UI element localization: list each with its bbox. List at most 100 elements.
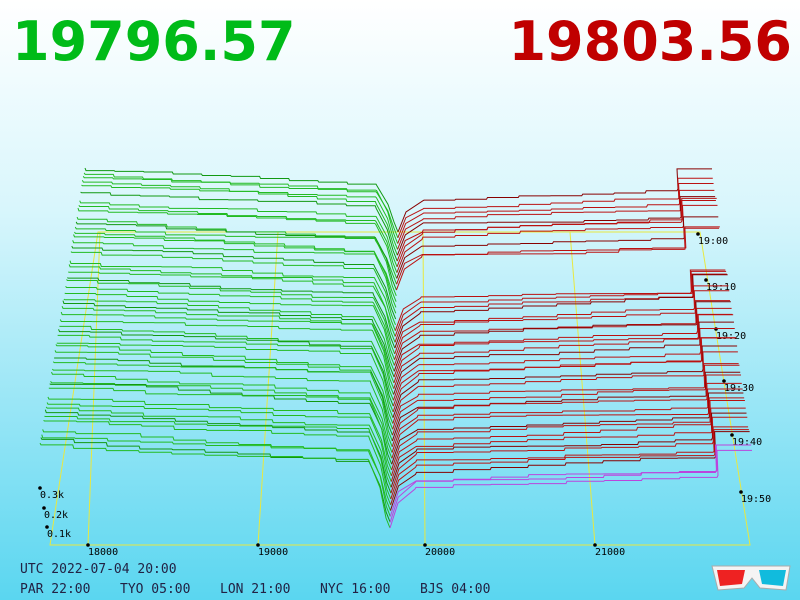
bid-curve (74, 226, 397, 297)
time-label: 19:50 (741, 494, 771, 505)
bid-curve (80, 191, 398, 262)
bid-curve (47, 396, 392, 476)
time-label: 19:20 (716, 331, 746, 342)
tick-dot (730, 433, 734, 437)
ask-curve (389, 449, 752, 529)
bid-curve (49, 383, 393, 465)
price-label: 18000 (88, 547, 118, 558)
ask-curve (394, 270, 727, 337)
bid-curve (78, 204, 398, 273)
bid-curve (58, 329, 394, 407)
bid-price: 19796.57 (12, 10, 296, 73)
bid-curve (70, 251, 396, 326)
utc-time: UTC 2022-07-04 20:00 (20, 562, 177, 577)
bid-curve (51, 368, 393, 447)
ask-curve (396, 197, 717, 268)
floor-edge (49, 231, 751, 546)
bid-curve (84, 167, 399, 233)
ask-curve (393, 307, 732, 378)
ask-curve (397, 168, 712, 233)
bid-curve (39, 442, 391, 529)
bid-curve (45, 406, 392, 488)
ask-curve (390, 426, 749, 500)
timezone: BJS 04:00 (420, 582, 490, 597)
bid-curve (60, 311, 395, 389)
bid-curve (63, 298, 395, 372)
bid-curve (48, 387, 393, 471)
price-grid-line (569, 231, 596, 546)
bid-curve (52, 361, 393, 442)
bid-curve (42, 429, 391, 511)
bid-curve (40, 437, 391, 523)
time-label: 19:40 (732, 437, 762, 448)
price-grid-line (257, 231, 279, 546)
bid-curve (67, 277, 396, 349)
bid-curve (54, 350, 394, 430)
price-grid-line (422, 231, 426, 546)
tick-dot (38, 486, 42, 490)
ask-curve (393, 301, 731, 372)
bid-curve (51, 371, 393, 453)
tick-dot (42, 506, 46, 510)
bid-curve (43, 420, 392, 505)
time-label: 19:30 (724, 383, 754, 394)
ask-curve (391, 374, 742, 447)
ask-curve (393, 313, 733, 384)
ask-curve (389, 431, 750, 511)
ask-curve (396, 196, 716, 256)
price-label: 19000 (258, 547, 288, 558)
3d-glasses[interactable] (711, 565, 791, 591)
ask-curve (394, 285, 729, 355)
tick-dot (86, 543, 90, 547)
bid-curve (46, 402, 392, 482)
ask-curve (391, 382, 742, 453)
timezones: PAR 22:00 TYO 05:00 LON 21:00 NYC 16:00 BJS … (20, 582, 490, 597)
ask-curve (393, 321, 734, 395)
ask-curve (396, 216, 719, 279)
bid-curve (62, 300, 395, 378)
bid-curve (44, 409, 392, 494)
ask-curve (392, 328, 735, 401)
ask-curve (393, 314, 734, 389)
ask-price: 19803.56 (508, 10, 792, 73)
bid-curve (72, 240, 397, 314)
ask-curve (395, 226, 720, 291)
tick-dot (423, 543, 427, 547)
bid-curve (44, 415, 392, 500)
bid-curve (66, 279, 396, 355)
bid-curve (79, 200, 398, 268)
depth-label: 0.1k (47, 529, 71, 540)
ask-curve (391, 392, 744, 465)
ask-curve (397, 182, 714, 244)
time-label: 19:10 (706, 282, 736, 293)
ask-curve (390, 429, 749, 505)
bid-curve (56, 342, 394, 418)
ask-curve (390, 416, 748, 494)
ask-curve (391, 388, 743, 459)
bid-curve (82, 175, 399, 244)
bid-curve (73, 234, 397, 308)
ask-curve (393, 300, 731, 366)
ask-curve (390, 400, 745, 476)
ask-curve (392, 364, 740, 436)
bid-curve (69, 260, 396, 331)
tick-dot (704, 278, 708, 282)
bid-curve (76, 216, 398, 285)
bid-curve (57, 334, 394, 413)
bid-curve (75, 221, 397, 291)
tick-dot (593, 543, 597, 547)
ask-curve (392, 363, 739, 430)
bid-curve (68, 264, 396, 337)
bid-curve (68, 271, 396, 343)
bid-curve (83, 172, 399, 238)
bid-curve (81, 184, 398, 256)
depth-label: 0.3k (40, 490, 64, 501)
bid-curve (41, 434, 391, 517)
tick-dot (739, 490, 743, 494)
ask-curve (397, 177, 713, 238)
ask-curve (396, 204, 718, 273)
ask-curve (394, 290, 730, 360)
bid-curve (50, 380, 393, 459)
ask-curve (394, 274, 728, 349)
